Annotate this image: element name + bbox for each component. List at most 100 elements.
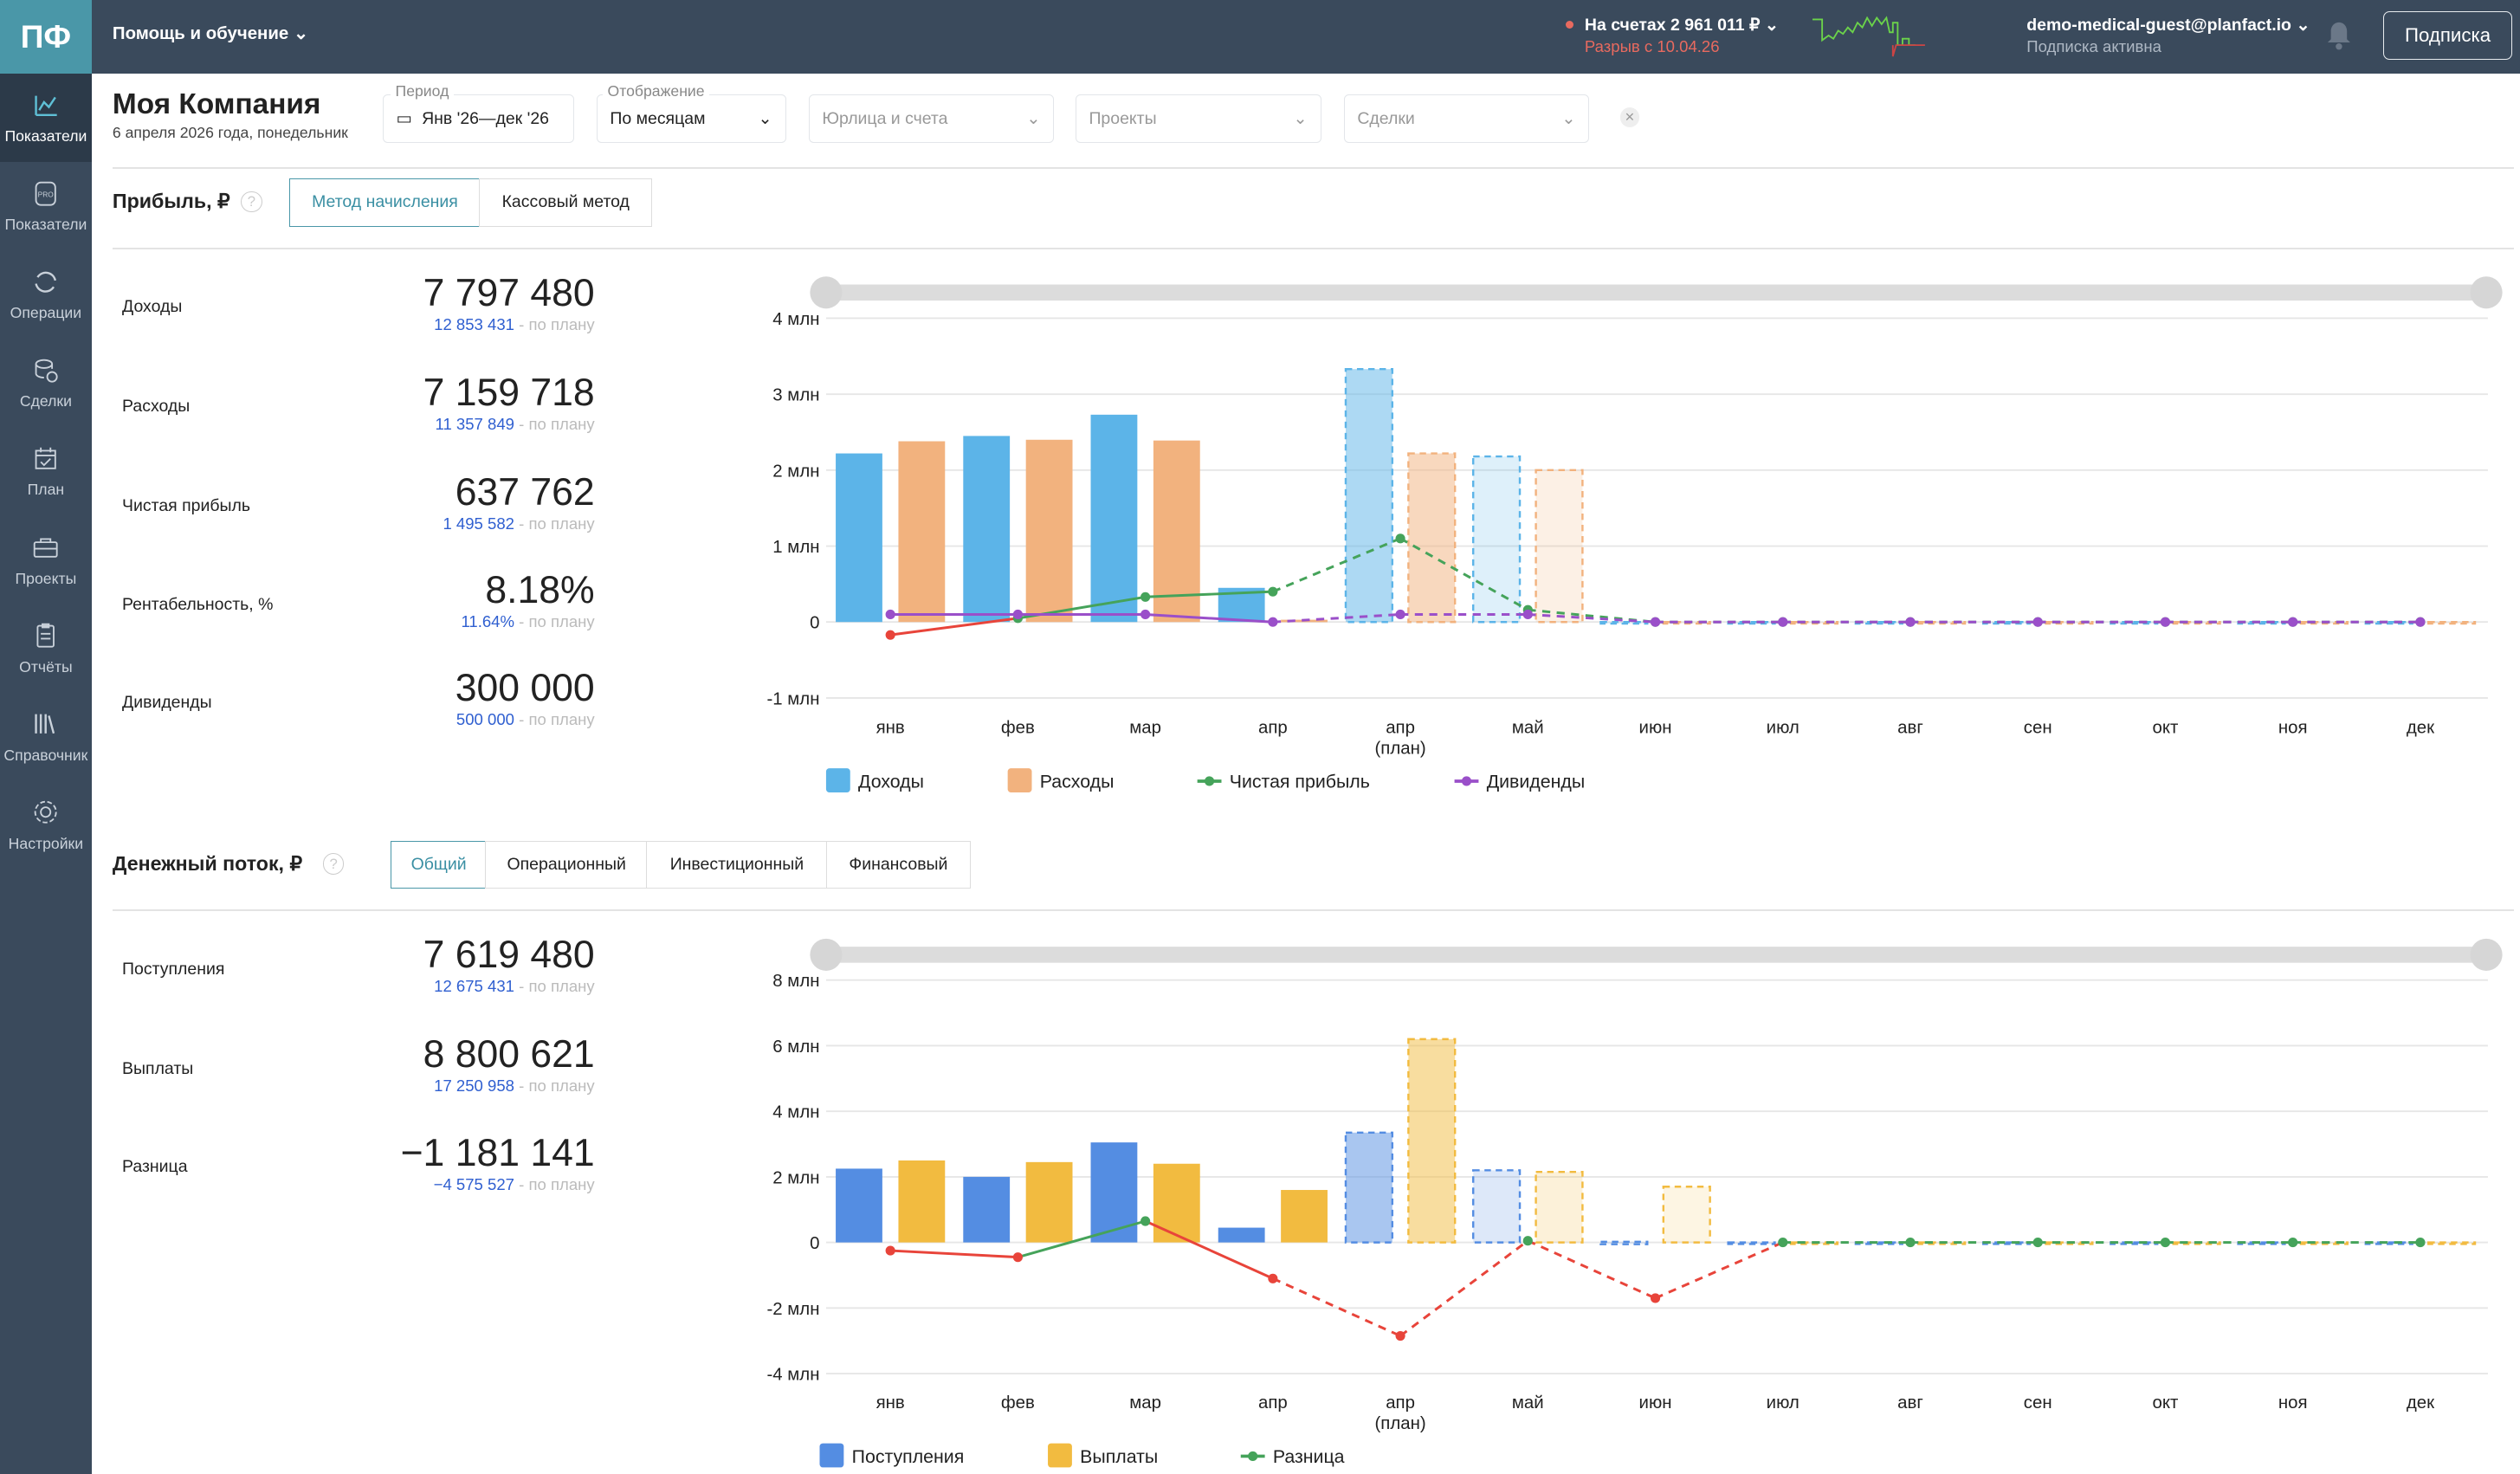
line-point[interactable] <box>2415 617 2426 627</box>
help-icon[interactable]: ? <box>323 853 345 875</box>
bar-b[interactable] <box>1407 452 1457 624</box>
legend-item[interactable]: Дивиденды <box>1454 771 1586 792</box>
tab-accrual-method[interactable]: Метод начисления <box>289 178 481 227</box>
bar-b[interactable] <box>1153 440 1200 623</box>
sidebar-item[interactable]: Показатели <box>0 74 92 163</box>
bar-a[interactable] <box>836 1168 882 1243</box>
projects-select[interactable]: Проекты ⌄ <box>1075 94 1321 144</box>
line-point[interactable] <box>1395 1330 1405 1341</box>
help-menu[interactable]: Помощь и обучение ⌄ <box>112 23 309 43</box>
line-point[interactable] <box>1522 609 1533 620</box>
bar-b[interactable] <box>1281 1190 1328 1243</box>
bar-a[interactable] <box>1727 1241 1776 1245</box>
bar-b[interactable] <box>2426 1241 2477 1245</box>
bar-a[interactable] <box>963 436 1011 623</box>
kpi-plan-suffix: - по плану <box>514 414 595 433</box>
bar-b[interactable] <box>898 441 946 623</box>
tab-total[interactable]: Общий <box>390 840 488 889</box>
subscribe-button[interactable]: Подписка <box>2383 10 2512 60</box>
line-point[interactable] <box>1650 617 1661 627</box>
line-point[interactable] <box>1140 609 1151 620</box>
bar-b[interactable] <box>898 1160 946 1243</box>
line-point[interactable] <box>1268 586 1278 597</box>
bar-a[interactable] <box>1218 1227 1265 1243</box>
period-picker[interactable]: ▭ Янв '26—дек '26 <box>382 94 574 144</box>
bar-b[interactable] <box>1407 1038 1457 1244</box>
range-slider-handle[interactable] <box>810 938 843 971</box>
clear-filters-icon[interactable]: × <box>1619 107 1639 127</box>
range-slider-track[interactable] <box>825 947 2487 963</box>
line-point[interactable] <box>885 1245 895 1256</box>
line-point[interactable] <box>1905 1238 1916 1248</box>
legend-item[interactable]: Расходы <box>1007 768 1115 792</box>
tab-financing[interactable]: Финансовый <box>825 840 971 889</box>
line-point[interactable] <box>1268 1273 1278 1283</box>
sidebar-item[interactable]: Сделки <box>0 339 92 428</box>
line-point[interactable] <box>1778 1238 1788 1248</box>
bar-a[interactable] <box>1090 1142 1138 1243</box>
legend-item[interactable]: Выплаты <box>1048 1443 1158 1468</box>
bar-b[interactable] <box>1025 439 1073 623</box>
line-point[interactable] <box>2032 1238 2043 1248</box>
line-point[interactable] <box>1395 533 1405 544</box>
help-icon[interactable]: ? <box>241 191 262 212</box>
legend-item[interactable]: Разница <box>1240 1446 1345 1467</box>
bar-a[interactable] <box>963 1176 1011 1243</box>
bar-b[interactable] <box>1535 469 1584 624</box>
bar-a[interactable] <box>1472 1169 1522 1244</box>
tab-operating[interactable]: Операционный <box>485 840 648 889</box>
deals-select[interactable]: Сделки ⌄ <box>1343 94 1590 144</box>
tab-investing[interactable]: Инвестиционный <box>646 840 828 889</box>
bar-a[interactable] <box>1472 455 1522 624</box>
bar-a[interactable] <box>1599 621 1649 625</box>
entities-select[interactable]: Юрлица и счета ⌄ <box>808 94 1055 144</box>
logo[interactable]: ПФ <box>0 0 92 74</box>
bar-b[interactable] <box>1025 1161 1073 1243</box>
bar-a[interactable] <box>836 453 882 623</box>
range-slider-handle[interactable] <box>2470 938 2503 971</box>
line-point[interactable] <box>1012 609 1023 620</box>
legend-item[interactable]: Чистая прибыль <box>1197 771 1370 792</box>
line-point[interactable] <box>1012 1252 1023 1263</box>
sidebar-item[interactable]: Отчёты <box>0 604 92 693</box>
sidebar-item[interactable]: Операции <box>0 250 92 339</box>
range-slider-handle[interactable] <box>810 276 843 309</box>
user-menu[interactable]: demo-medical-guest@planfact.io ⌄ <box>2026 15 2310 35</box>
line-point[interactable] <box>2415 1238 2426 1248</box>
bar-b[interactable] <box>1662 1186 1711 1244</box>
line-point[interactable] <box>1395 609 1405 620</box>
line-point[interactable] <box>1522 1236 1533 1246</box>
sidebar-item[interactable]: PRO Показатели <box>0 162 92 250</box>
range-slider-track[interactable] <box>825 284 2487 301</box>
line-point[interactable] <box>2160 617 2171 627</box>
line-point[interactable] <box>1650 1293 1661 1303</box>
line-point[interactable] <box>885 609 895 620</box>
bar-b[interactable] <box>2426 621 2477 625</box>
legend-item[interactable]: Поступления <box>819 1443 965 1468</box>
account-balance[interactable]: На счетах 2 961 011 ₽ ⌄ <box>1584 15 1780 35</box>
line-point[interactable] <box>1140 592 1151 602</box>
legend-item[interactable]: Доходы <box>825 768 924 792</box>
sidebar-item[interactable]: Настройки <box>0 781 92 870</box>
line-point[interactable] <box>1778 617 1788 627</box>
bell-icon[interactable] <box>2327 21 2351 50</box>
line-point[interactable] <box>1268 617 1278 627</box>
bar-b[interactable] <box>1153 1163 1200 1243</box>
line-point[interactable] <box>885 630 895 640</box>
line-point[interactable] <box>1905 617 1916 627</box>
line-point[interactable] <box>2032 617 2043 627</box>
range-slider-handle[interactable] <box>2470 276 2503 309</box>
bar-b[interactable] <box>1535 1171 1584 1244</box>
bar-a[interactable] <box>1344 368 1394 624</box>
sidebar-item[interactable]: План <box>0 428 92 516</box>
sidebar-item[interactable]: Проекты <box>0 516 92 604</box>
line-point[interactable] <box>2288 1238 2298 1248</box>
line-point[interactable] <box>1140 1216 1151 1226</box>
bar-a[interactable] <box>1090 414 1138 623</box>
tab-cash-method[interactable]: Кассовый метод <box>479 178 653 227</box>
sidebar-item[interactable]: Справочник <box>0 693 92 781</box>
line-point[interactable] <box>2288 617 2298 627</box>
bar-a[interactable] <box>1599 1240 1649 1245</box>
bar-a[interactable] <box>1344 1131 1394 1244</box>
line-point[interactable] <box>2160 1238 2171 1248</box>
